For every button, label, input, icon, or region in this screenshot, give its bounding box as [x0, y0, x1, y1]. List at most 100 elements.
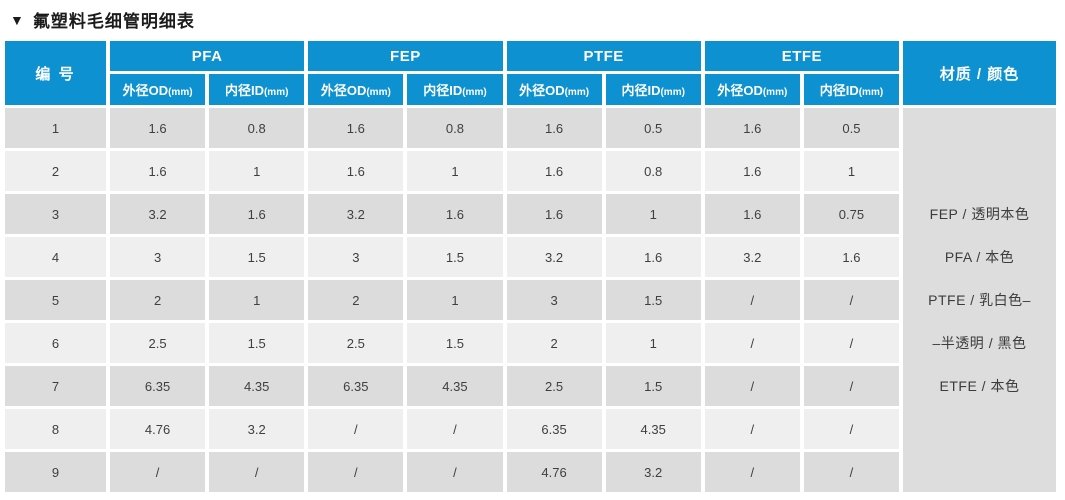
- cell-value: 0.8: [209, 108, 305, 148]
- group-header-row: 编 号 PFA FEP PTFE ETFE 材质 / 颜色: [5, 41, 1056, 105]
- cell-value: 3.2: [308, 194, 404, 234]
- cell-value: /: [704, 409, 800, 449]
- cell-value: /: [803, 366, 899, 406]
- cell-value: 1.5: [407, 237, 503, 277]
- col-header-etfe-id: 内径ID(mm): [803, 74, 899, 105]
- col-header-fep-od: 外径OD(mm): [308, 74, 404, 105]
- cell-row-number: 5: [5, 280, 106, 320]
- col-header-number: 编 号: [5, 41, 106, 105]
- table-row: 6 2.5 1.5 2.5 1.5 2 1//: [5, 323, 1056, 363]
- col-header-pfa-od: 外径OD(mm): [110, 74, 206, 105]
- cell-value: /: [704, 323, 800, 363]
- cell-value: 3: [506, 280, 602, 320]
- cell-value: 1.6: [407, 194, 503, 234]
- cell-value: /: [803, 409, 899, 449]
- cell-row-number: 8: [5, 409, 106, 449]
- cell-value: 1: [407, 151, 503, 191]
- capillary-spec-table: 编 号 PFA FEP PTFE ETFE 材质 / 颜色 外径OD(mm) 内…: [1, 38, 1060, 495]
- table-row: 9// //4.76 3.2//: [5, 452, 1056, 492]
- page-title: ▼ 氟塑料毛细管明细表: [10, 7, 1065, 32]
- cell-value: 1.6: [110, 151, 206, 191]
- col-header-material: 材质 / 颜色: [903, 41, 1056, 105]
- cell-value: 1: [605, 194, 701, 234]
- material-line: –半透明 / 黑色: [932, 334, 1027, 351]
- cell-value: /: [308, 452, 404, 492]
- table-row: 1 1.6 0.8 1.6 0.8 1.6 0.5 1.6 0.5 FEP / 透明本色 PFA /…: [5, 108, 1056, 492]
- cell-row-number: 4: [5, 237, 106, 277]
- cell-value: 1.6: [506, 194, 602, 234]
- cell-row-number: 7: [5, 366, 106, 406]
- material-line: FEP / 透明本色: [929, 205, 1030, 222]
- cell-value: 2.5: [110, 323, 206, 363]
- cell-value: 1.6: [308, 108, 404, 148]
- cell-value: 3: [308, 237, 404, 277]
- table-row: 4 3 1.5 3 1.5 3.2 1.6 3.2 1.6: [5, 237, 1056, 277]
- cell-value: /: [308, 409, 404, 449]
- cell-value: 0.8: [605, 151, 701, 191]
- cell-value: 4.35: [209, 366, 305, 406]
- cell-value: 0.5: [803, 108, 899, 148]
- cell-value: /: [110, 452, 206, 492]
- cell-value: /: [209, 452, 305, 492]
- cell-value: 1.6: [506, 151, 602, 191]
- triangle-marker-icon: ▼: [10, 11, 24, 28]
- cell-row-number: 9: [5, 452, 106, 492]
- cell-value: 1: [407, 280, 503, 320]
- group-header-etfe: ETFE: [704, 41, 899, 71]
- cell-value: 1.6: [506, 108, 602, 148]
- table-body: 1 1.6 0.8 1.6 0.8 1.6 0.5 1.6 0.5 FEP / 透明本色 PFA /…: [5, 108, 1056, 492]
- cell-value: 3.2: [110, 194, 206, 234]
- cell-value: 1.5: [209, 237, 305, 277]
- cell-value: 4.35: [407, 366, 503, 406]
- cell-value: 3.2: [209, 409, 305, 449]
- cell-value: 3.2: [605, 452, 701, 492]
- cell-value: /: [704, 452, 800, 492]
- table-row: 2 1.6 1 1.6 1 1.6 0.8 1.6 1: [5, 151, 1056, 191]
- cell-value: 2: [506, 323, 602, 363]
- cell-value: 1.5: [407, 323, 503, 363]
- cell-value: 0.8: [407, 108, 503, 148]
- cell-value: 1.6: [209, 194, 305, 234]
- cell-value: 1.6: [803, 237, 899, 277]
- table-row: 8 4.76 3.2//6.35 4.35//: [5, 409, 1056, 449]
- cell-value: 1.6: [704, 194, 800, 234]
- col-header-pfa-id: 内径ID(mm): [209, 74, 305, 105]
- cell-value: 1.6: [110, 108, 206, 148]
- table-header: 编 号 PFA FEP PTFE ETFE 材质 / 颜色 外径OD(mm) 内…: [5, 41, 1056, 105]
- cell-value: 6.35: [506, 409, 602, 449]
- cell-value: /: [803, 323, 899, 363]
- cell-row-number: 2: [5, 151, 106, 191]
- table-row: 5 2 1 2 1 3 1.5//: [5, 280, 1056, 320]
- col-header-ptfe-id: 内径ID(mm): [605, 74, 701, 105]
- cell-value: /: [407, 452, 503, 492]
- cell-value: 4.35: [605, 409, 701, 449]
- cell-row-number: 1: [5, 108, 106, 148]
- cell-value: 1.6: [605, 237, 701, 277]
- cell-value: 6.35: [110, 366, 206, 406]
- cell-row-number: 3: [5, 194, 106, 234]
- table-row: 7 6.35 4.35 6.35 4.35 2.5 1.5//: [5, 366, 1056, 406]
- cell-value: 1.5: [209, 323, 305, 363]
- group-header-ptfe: PTFE: [506, 41, 701, 71]
- col-header-fep-id: 内径ID(mm): [407, 74, 503, 105]
- sub-header-row: 外径OD(mm) 内径ID(mm) 外径OD(mm) 内径ID(mm) 外径OD…: [5, 74, 1056, 105]
- cell-value: 2.5: [506, 366, 602, 406]
- cell-row-number: 6: [5, 323, 106, 363]
- cell-value: 1.5: [605, 366, 701, 406]
- cell-value: /: [803, 452, 899, 492]
- group-header-fep: FEP: [308, 41, 503, 71]
- cell-value: /: [803, 280, 899, 320]
- cell-value: /: [704, 366, 800, 406]
- cell-value: 1: [209, 151, 305, 191]
- material-line: ETFE / 本色: [939, 377, 1020, 394]
- page-title-text: 氟塑料毛细管明细表: [32, 12, 195, 31]
- cell-value: 1: [605, 323, 701, 363]
- material-line: PTFE / 乳白色–: [928, 291, 1031, 308]
- cell-value: 3.2: [704, 237, 800, 277]
- cell-value: 1.6: [308, 151, 404, 191]
- cell-value: 1.6: [704, 151, 800, 191]
- cell-value: 2.5: [308, 323, 404, 363]
- cell-value: 1: [803, 151, 899, 191]
- group-header-pfa: PFA: [110, 41, 305, 71]
- cell-value: /: [704, 280, 800, 320]
